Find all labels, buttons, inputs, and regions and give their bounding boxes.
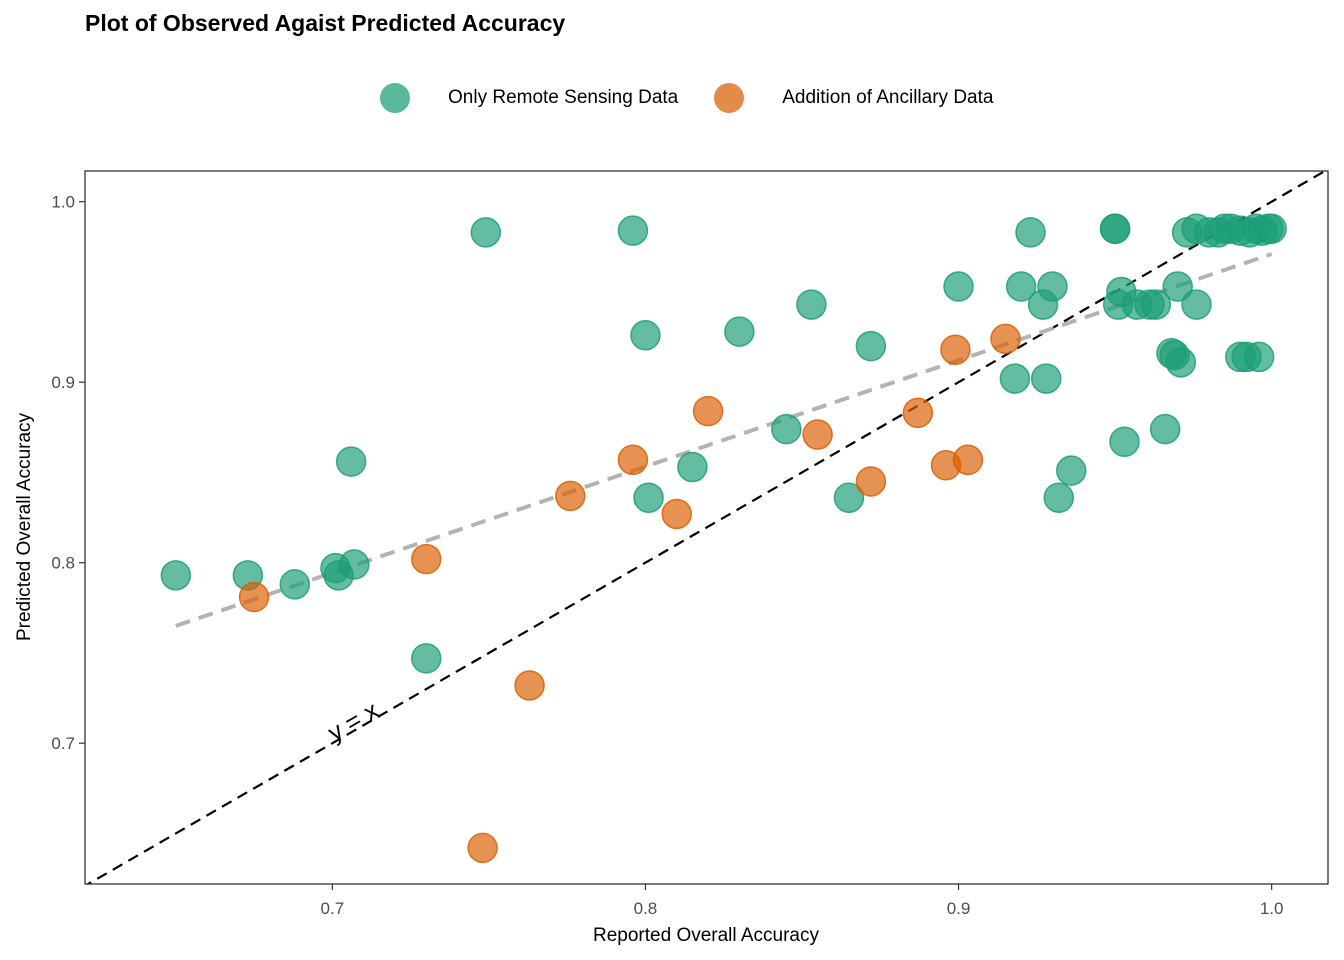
x-tick-label: 1.0	[1260, 899, 1284, 918]
data-point-series-1	[940, 334, 971, 365]
data-point-series-1	[661, 498, 693, 530]
y-axis-label: Predicted Overall Accuracy	[14, 412, 35, 641]
data-point-series-0	[677, 451, 708, 483]
data-point-series-0	[771, 413, 802, 445]
data-point-series-0	[1256, 213, 1287, 245]
x-tick-label: 0.9	[947, 899, 971, 918]
legend-label-remote-sensing: Only Remote Sensing Data	[448, 87, 679, 108]
y-tick-label: 0.8	[51, 554, 75, 573]
legend-item-remote-sensing: Only Remote Sensing Data	[380, 83, 678, 113]
data-point-series-0	[1140, 289, 1172, 320]
legend-swatch-ancillary	[714, 83, 745, 113]
y-tick-label: 1.0	[51, 193, 75, 212]
data-point-series-0	[833, 482, 865, 513]
identity-line-label: y = x	[323, 696, 384, 747]
chart-title: Plot of Observed Agaist Predicted Accura…	[85, 10, 566, 36]
legend-label-ancillary: Addition of Ancillary Data	[782, 87, 994, 108]
legend: Only Remote Sensing Data Addition of Anc…	[380, 80, 1029, 116]
data-point-series-0	[1056, 455, 1087, 486]
data-point-series-0	[855, 330, 887, 362]
x-tick-label: 0.7	[321, 899, 345, 918]
data-point-series-1	[514, 670, 545, 701]
data-point-series-0	[160, 560, 192, 591]
y-tick-label: 0.9	[51, 373, 75, 392]
data-point-series-1	[617, 444, 649, 476]
data-point-series-0	[999, 363, 1031, 394]
data-point-series-0	[279, 569, 311, 600]
data-point-series-0	[617, 215, 649, 246]
data-point-series-0	[411, 643, 442, 674]
y-tick-label: 0.7	[51, 734, 75, 753]
legend-item-ancillary: Addition of Ancillary Data	[714, 83, 993, 113]
data-point-series-0	[630, 320, 661, 351]
data-point-series-1	[855, 466, 887, 497]
data-point-series-1	[238, 581, 270, 613]
data-point-series-0	[943, 271, 974, 302]
data-point-series-1	[902, 397, 934, 429]
data-point-series-1	[952, 444, 984, 476]
data-point-series-0	[1149, 413, 1181, 445]
data-point-series-0	[339, 549, 370, 580]
data-point-series-1	[990, 323, 1021, 355]
data-point-series-0	[633, 482, 664, 513]
data-point-series-0	[470, 217, 502, 248]
data-point-series-1	[692, 395, 724, 427]
x-tick-label: 0.8	[634, 899, 658, 918]
data-point-series-1	[411, 543, 442, 575]
plot-panel-border	[84, 170, 1329, 885]
data-point-series-0	[1243, 341, 1275, 373]
data-point-series-0	[335, 446, 367, 477]
data-point-series-0	[1099, 213, 1131, 245]
data-point-series-0	[1005, 271, 1037, 302]
data-point-series-0	[724, 316, 755, 347]
data-point-series-0	[796, 289, 827, 320]
data-point-series-0	[1181, 289, 1212, 320]
data-point-series-0	[1030, 363, 1062, 394]
data-point-series-0	[1037, 271, 1068, 302]
data-point-series-0	[1162, 271, 1193, 302]
data-point-series-1	[555, 480, 586, 512]
data-point-series-0	[1043, 482, 1074, 513]
x-axis-label: Reported Overall Accuracy	[593, 925, 819, 946]
data-point-series-1	[802, 419, 833, 450]
data-point-series-0	[1015, 217, 1046, 248]
data-point-series-0	[1165, 347, 1197, 378]
data-point-series-0	[1109, 426, 1140, 458]
data-point-series-1	[467, 832, 498, 864]
identity-line	[85, 171, 1328, 884]
legend-swatch-remote-sensing	[380, 83, 410, 113]
